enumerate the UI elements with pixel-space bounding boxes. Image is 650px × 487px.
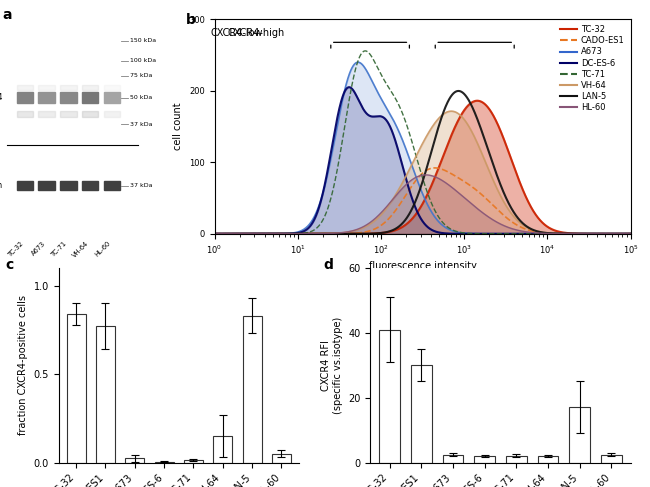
X-axis label: fluorescence intensity: fluorescence intensity <box>369 262 476 271</box>
Text: TC-32: TC-32 <box>7 240 25 258</box>
Text: d: d <box>324 258 333 272</box>
Text: 50 kDa: 50 kDa <box>130 95 153 100</box>
Bar <box>38 85 55 90</box>
Legend: TC-32, CADO-ES1, A673, DC-ES-6, TC-71, VH-64, LAN-5, HL-60: TC-32, CADO-ES1, A673, DC-ES-6, TC-71, V… <box>558 24 627 113</box>
Bar <box>443 454 463 463</box>
Bar <box>60 93 77 103</box>
Text: HL-60: HL-60 <box>94 240 112 258</box>
Text: 37 kDa: 37 kDa <box>130 122 153 127</box>
Bar <box>16 93 33 103</box>
Bar <box>60 111 77 116</box>
Text: VH-64: VH-64 <box>72 240 90 259</box>
Bar <box>125 458 144 463</box>
Text: actin: actin <box>0 181 3 190</box>
Bar <box>474 456 495 463</box>
Text: c: c <box>6 258 14 272</box>
Bar <box>66 314 86 463</box>
Text: a: a <box>3 8 12 22</box>
Text: b: b <box>185 13 195 27</box>
Bar <box>506 455 526 463</box>
Bar <box>601 454 622 463</box>
Text: CXCR4-high: CXCR4-high <box>227 28 284 38</box>
Bar <box>104 181 120 190</box>
Bar <box>82 181 98 190</box>
Bar <box>272 454 291 463</box>
Y-axis label: CXCR4 RFI
(specific vs.isotype): CXCR4 RFI (specific vs.isotype) <box>321 317 343 414</box>
Bar <box>538 456 558 463</box>
Bar <box>60 181 77 190</box>
Bar <box>411 365 432 463</box>
Y-axis label: cell count: cell count <box>174 103 183 150</box>
Text: CXCR4: CXCR4 <box>0 94 3 102</box>
Text: 75 kDa: 75 kDa <box>130 74 153 78</box>
Bar <box>184 460 203 463</box>
Text: 100 kDa: 100 kDa <box>130 58 157 63</box>
Text: 37 kDa: 37 kDa <box>130 183 153 188</box>
Bar <box>155 462 174 463</box>
Bar <box>82 93 98 103</box>
Bar <box>242 316 261 463</box>
Text: CXCR4-low: CXCR4-low <box>211 28 263 38</box>
Bar <box>379 330 400 463</box>
Bar <box>38 181 55 190</box>
Bar <box>16 111 33 116</box>
Bar <box>60 85 77 90</box>
Bar <box>38 93 55 103</box>
Bar <box>213 436 232 463</box>
Bar <box>82 85 98 90</box>
Bar <box>96 326 115 463</box>
Text: 150 kDa: 150 kDa <box>130 38 157 43</box>
Text: TC-71: TC-71 <box>51 240 68 258</box>
Bar <box>104 93 120 103</box>
Y-axis label: fraction CXCR4-positive cells: fraction CXCR4-positive cells <box>18 295 28 435</box>
Bar <box>82 111 98 116</box>
Bar <box>38 111 55 116</box>
Text: A673: A673 <box>30 240 47 257</box>
Bar <box>569 408 590 463</box>
Bar <box>16 181 33 190</box>
Bar <box>104 85 120 90</box>
Bar <box>16 85 33 90</box>
Bar <box>104 111 120 116</box>
